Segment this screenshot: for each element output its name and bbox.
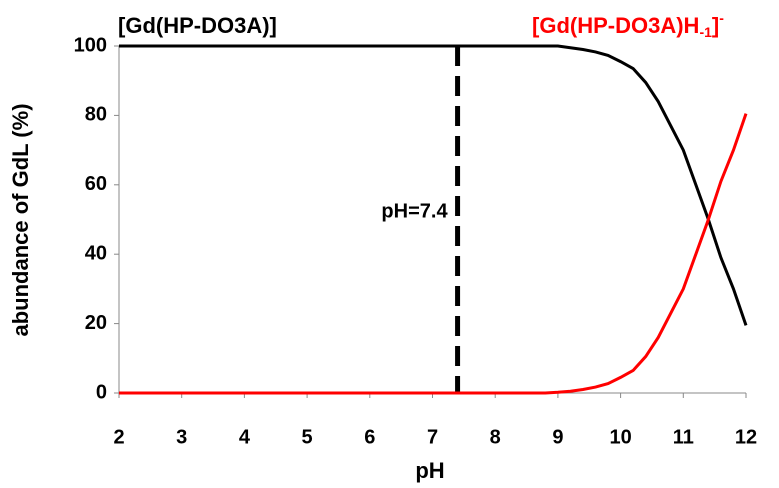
x-tick-label: 2 — [113, 426, 124, 448]
x-tick-label: 12 — [735, 426, 757, 448]
y-tick-label: 0 — [96, 381, 107, 403]
x-tick-label: 9 — [552, 426, 563, 448]
x-tick-label: 4 — [239, 426, 251, 448]
legend-label: [Gd(HP-DO3A)] — [118, 13, 277, 38]
y-tick-label: 20 — [85, 312, 107, 334]
y-tick-label: 40 — [85, 242, 107, 264]
x-tick-label: 11 — [673, 426, 694, 448]
legend-label: [Gd(HP-DO3A)H-1]- — [532, 10, 724, 40]
annotation-label: pH=7.4 — [381, 200, 448, 222]
y-axis-label: abundance of GdL (%) — [8, 103, 33, 336]
y-tick-label: 100 — [74, 34, 107, 56]
x-tick-label: 3 — [176, 426, 187, 448]
x-tick-label: 5 — [302, 426, 313, 448]
legend-label-sup: - — [719, 10, 724, 26]
legend-label-main: [Gd(HP-DO3A)H — [532, 13, 699, 38]
series-line — [119, 113, 748, 395]
y-tick-label: 60 — [85, 173, 107, 195]
series-line — [119, 44, 748, 326]
x-tick-label: 10 — [609, 426, 631, 448]
x-tick-label: 7 — [427, 426, 438, 448]
legend-label-end: ] — [712, 13, 719, 38]
x-tick-label: 8 — [490, 426, 501, 448]
y-tick-label: 80 — [85, 104, 107, 126]
x-tick-label: 6 — [364, 426, 375, 448]
x-axis-label: pH — [415, 458, 444, 483]
legend-label-sub: -1 — [699, 24, 712, 40]
